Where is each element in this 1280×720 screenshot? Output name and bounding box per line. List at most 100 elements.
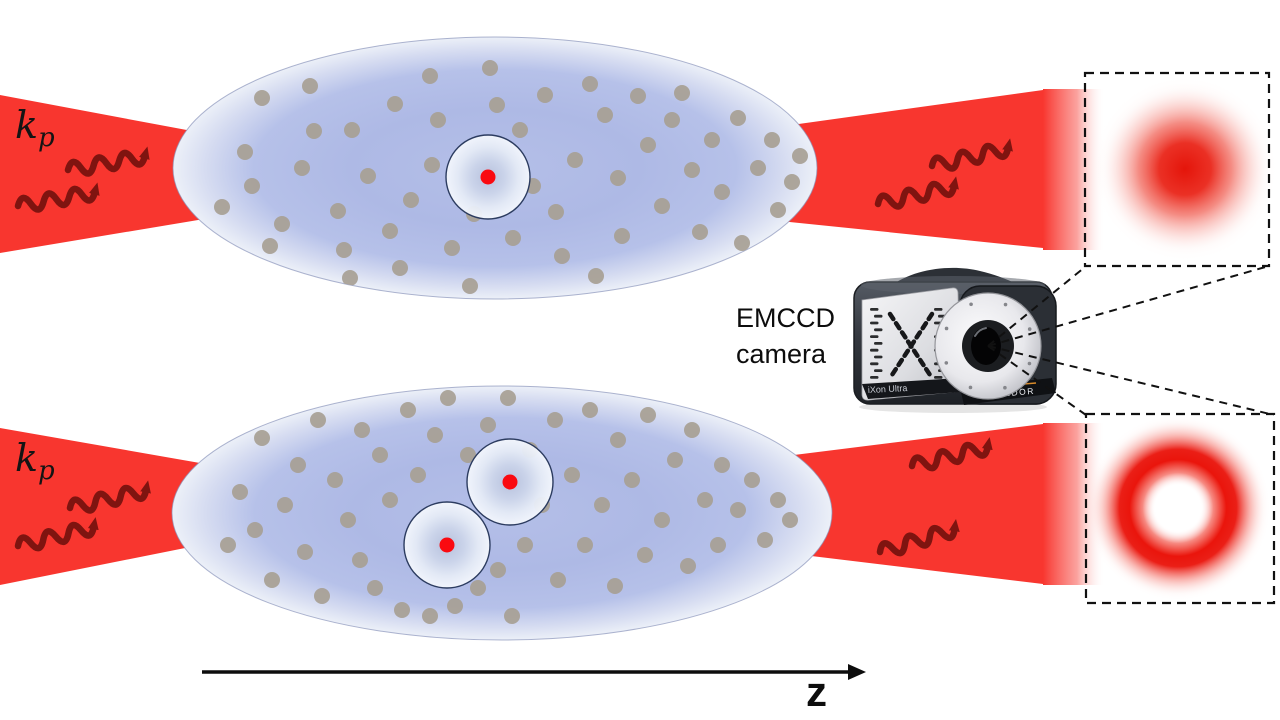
impurity-dot-bottom (439, 537, 455, 553)
probe-beam-in-top (0, 95, 240, 253)
atom (382, 223, 398, 239)
atom (757, 532, 773, 548)
atom (410, 467, 426, 483)
atom (344, 122, 360, 138)
atom (354, 422, 370, 438)
vent-slot (870, 335, 879, 338)
atom (504, 608, 520, 624)
atom (582, 402, 598, 418)
atom (517, 537, 533, 553)
probe-wavevector-label-top: kp (15, 106, 55, 151)
atom (422, 68, 438, 84)
atom (342, 270, 358, 286)
atom (302, 78, 318, 94)
atom (314, 588, 330, 604)
camera-aperture-highlight (974, 327, 987, 337)
atoms-layer (214, 60, 808, 624)
atom (680, 558, 696, 574)
atom (480, 417, 496, 433)
atom (630, 88, 646, 104)
camera-aperture (971, 327, 1001, 365)
atom (500, 390, 516, 406)
atom (692, 224, 708, 240)
atom (462, 278, 478, 294)
atoms-group-top (214, 60, 808, 294)
atom (784, 174, 800, 190)
atom (744, 472, 760, 488)
atom (392, 260, 408, 276)
callout-line-1 (987, 265, 1270, 347)
atom (244, 178, 260, 194)
atom (430, 112, 446, 128)
screw (1003, 302, 1008, 307)
atom (447, 598, 463, 614)
callout-line-3 (987, 345, 1275, 416)
detected-image-donut (1085, 415, 1271, 601)
camera-faceplate-screws (944, 302, 1032, 390)
z-axis-arrow (202, 664, 866, 680)
atom (750, 160, 766, 176)
probe-beam-out-top (770, 90, 1043, 248)
probe-beam-in-bottom (0, 428, 240, 585)
atom (460, 447, 476, 463)
vent-slot (934, 376, 943, 379)
probe-k-bottom: k (15, 436, 39, 480)
camera-label-strip (862, 378, 960, 399)
atom (387, 96, 403, 112)
atom (424, 157, 440, 173)
atom (594, 497, 610, 513)
atom (367, 580, 383, 596)
atom (664, 112, 680, 128)
atom (277, 497, 293, 513)
atom (254, 90, 270, 106)
probe-beams-layer (0, 89, 1105, 585)
atom (567, 152, 583, 168)
atom (382, 492, 398, 508)
atom (232, 484, 248, 500)
atom (582, 76, 598, 92)
callout-line-0 (987, 266, 1086, 347)
atom (637, 547, 653, 563)
atom (624, 472, 640, 488)
atom (254, 430, 270, 446)
atom (490, 562, 506, 578)
atom (537, 87, 553, 103)
callout-lines-layer (987, 265, 1275, 416)
atom (770, 202, 786, 218)
atom (310, 412, 326, 428)
screw (1027, 327, 1032, 331)
atom (554, 248, 570, 264)
atom (607, 578, 623, 594)
camera-model-text: iXon Ultra (868, 383, 908, 395)
atom (440, 390, 456, 406)
atom (564, 467, 580, 483)
atom (444, 240, 460, 256)
emccd-camera-illustration: iXon Ultra ANDOR (853, 267, 1057, 413)
impurities-layer (403, 134, 554, 589)
atom (610, 170, 626, 186)
atom (290, 457, 306, 473)
probe-p-bottom: p (38, 456, 55, 486)
image-box-bottom (1084, 412, 1276, 605)
atom (294, 160, 310, 176)
atom (730, 502, 746, 518)
vent-slot (870, 376, 879, 379)
screw (944, 361, 949, 365)
atom (247, 522, 263, 538)
atom (489, 97, 505, 113)
atom (588, 268, 604, 284)
atom (336, 242, 352, 258)
atom (704, 132, 720, 148)
atom (394, 602, 410, 618)
vent-slot (874, 355, 883, 359)
detected-images-layer (1085, 76, 1278, 601)
emccd-camera-label: EMCCD camera (736, 303, 835, 370)
atom (427, 427, 443, 443)
atom (714, 457, 730, 473)
atom (297, 544, 313, 560)
atom (548, 204, 564, 220)
screw (968, 385, 973, 390)
atom (577, 537, 593, 553)
atom (352, 552, 368, 568)
